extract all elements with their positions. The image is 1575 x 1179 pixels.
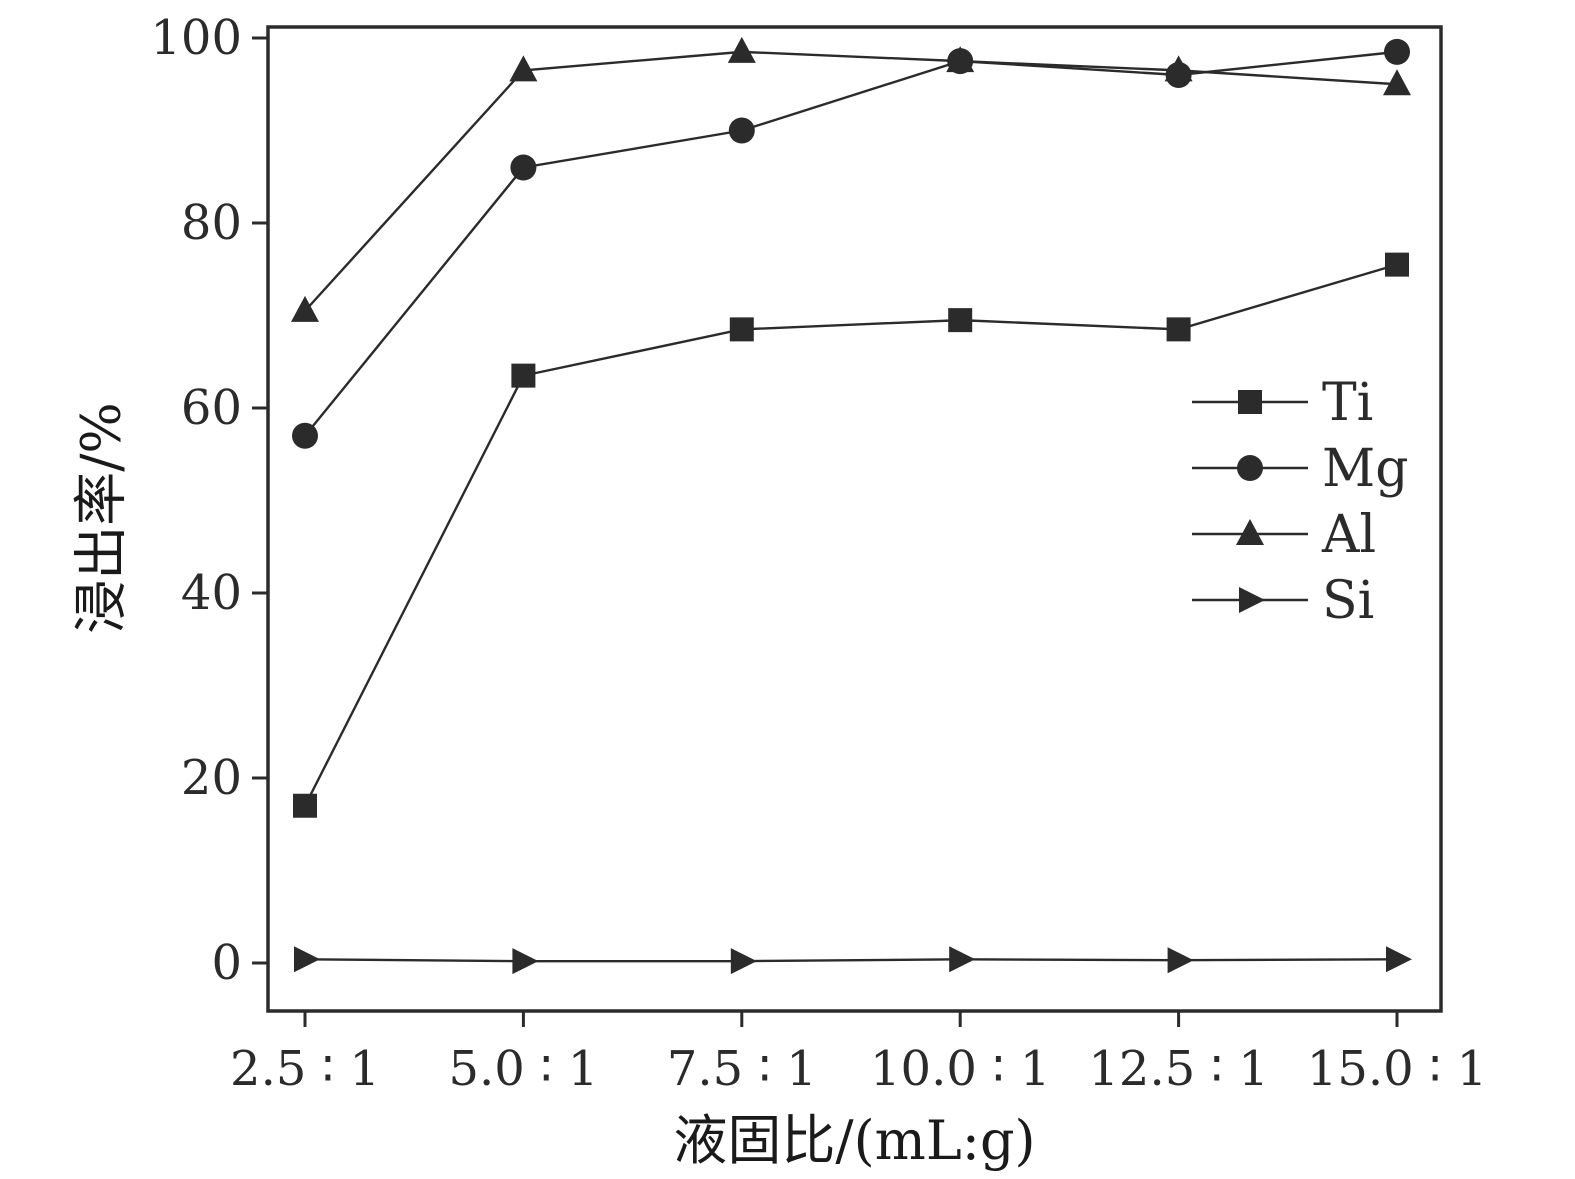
x-tick-label: 12.5 ∶ 1 [1088, 1041, 1268, 1097]
series-marker-al-triangle-up [727, 36, 756, 63]
legend-label-al: Al [1321, 505, 1376, 565]
x-tick-label: 2.5 ∶ 1 [230, 1041, 380, 1097]
series-line-ti [303, 263, 1398, 807]
y-tick-label: 100 [150, 10, 242, 66]
plot-frame [266, 25, 1443, 1013]
series-marker-mg-circle [728, 117, 755, 144]
series-marker-ti-square [1166, 317, 1191, 342]
legend-marker-al [1236, 519, 1264, 545]
series-marker-mg-circle [510, 154, 537, 181]
series-marker-ti-square [948, 308, 973, 333]
x-tick-label: 15.0 ∶ 1 [1307, 1041, 1487, 1097]
series-marker-ti-square [729, 317, 754, 342]
y-tick-label: 0 [211, 935, 242, 991]
series-marker-si-triangle-right [730, 948, 757, 975]
x-tick-label: 7.5 ∶ 1 [667, 1041, 817, 1097]
y-tick-label: 20 [181, 750, 242, 806]
legend-marker-mg [1237, 455, 1263, 481]
y-tick-label: 60 [181, 380, 242, 436]
series-marker-al-triangle-up [509, 55, 538, 82]
series-marker-mg-circle [1384, 38, 1410, 65]
series-marker-ti-square [511, 363, 536, 388]
legend-marker-si [1239, 587, 1265, 613]
series-line-mg [304, 50, 1398, 437]
x-tick-label: 5.0 ∶ 1 [448, 1041, 598, 1097]
legend-label-mg: Mg [1322, 439, 1409, 499]
series-marker-si-triangle-right [294, 946, 320, 973]
series-marker-si-triangle-right [949, 946, 976, 973]
x-axis-title: 液固比/(mL:g) [673, 1109, 1036, 1172]
series-marker-si-triangle-right [1167, 947, 1194, 974]
y-axis-title: 浸出率/% [69, 402, 133, 634]
series-marker-al-triangle-up [1383, 69, 1411, 96]
y-tick-label: 80 [181, 195, 242, 251]
series-marker-ti-square [293, 793, 317, 818]
series-marker-ti-square [1385, 252, 1409, 277]
series-marker-si-triangle-right [1386, 946, 1412, 973]
legend-marker-ti [1238, 390, 1262, 414]
series-line-si [304, 958, 1398, 963]
series-marker-al-triangle-up [1164, 55, 1193, 82]
legend-label-ti: Ti [1322, 373, 1373, 433]
series-marker-al-triangle-up [946, 46, 975, 73]
x-tick-label: 10.0 ∶ 1 [870, 1041, 1050, 1097]
series-line-al [304, 50, 1398, 312]
y-tick-label: 40 [181, 565, 242, 621]
series-marker-mg-circle [292, 422, 318, 449]
legend-label-si: Si [1322, 571, 1374, 631]
series-marker-si-triangle-right [512, 948, 539, 975]
series-marker-al-triangle-up [291, 295, 319, 322]
